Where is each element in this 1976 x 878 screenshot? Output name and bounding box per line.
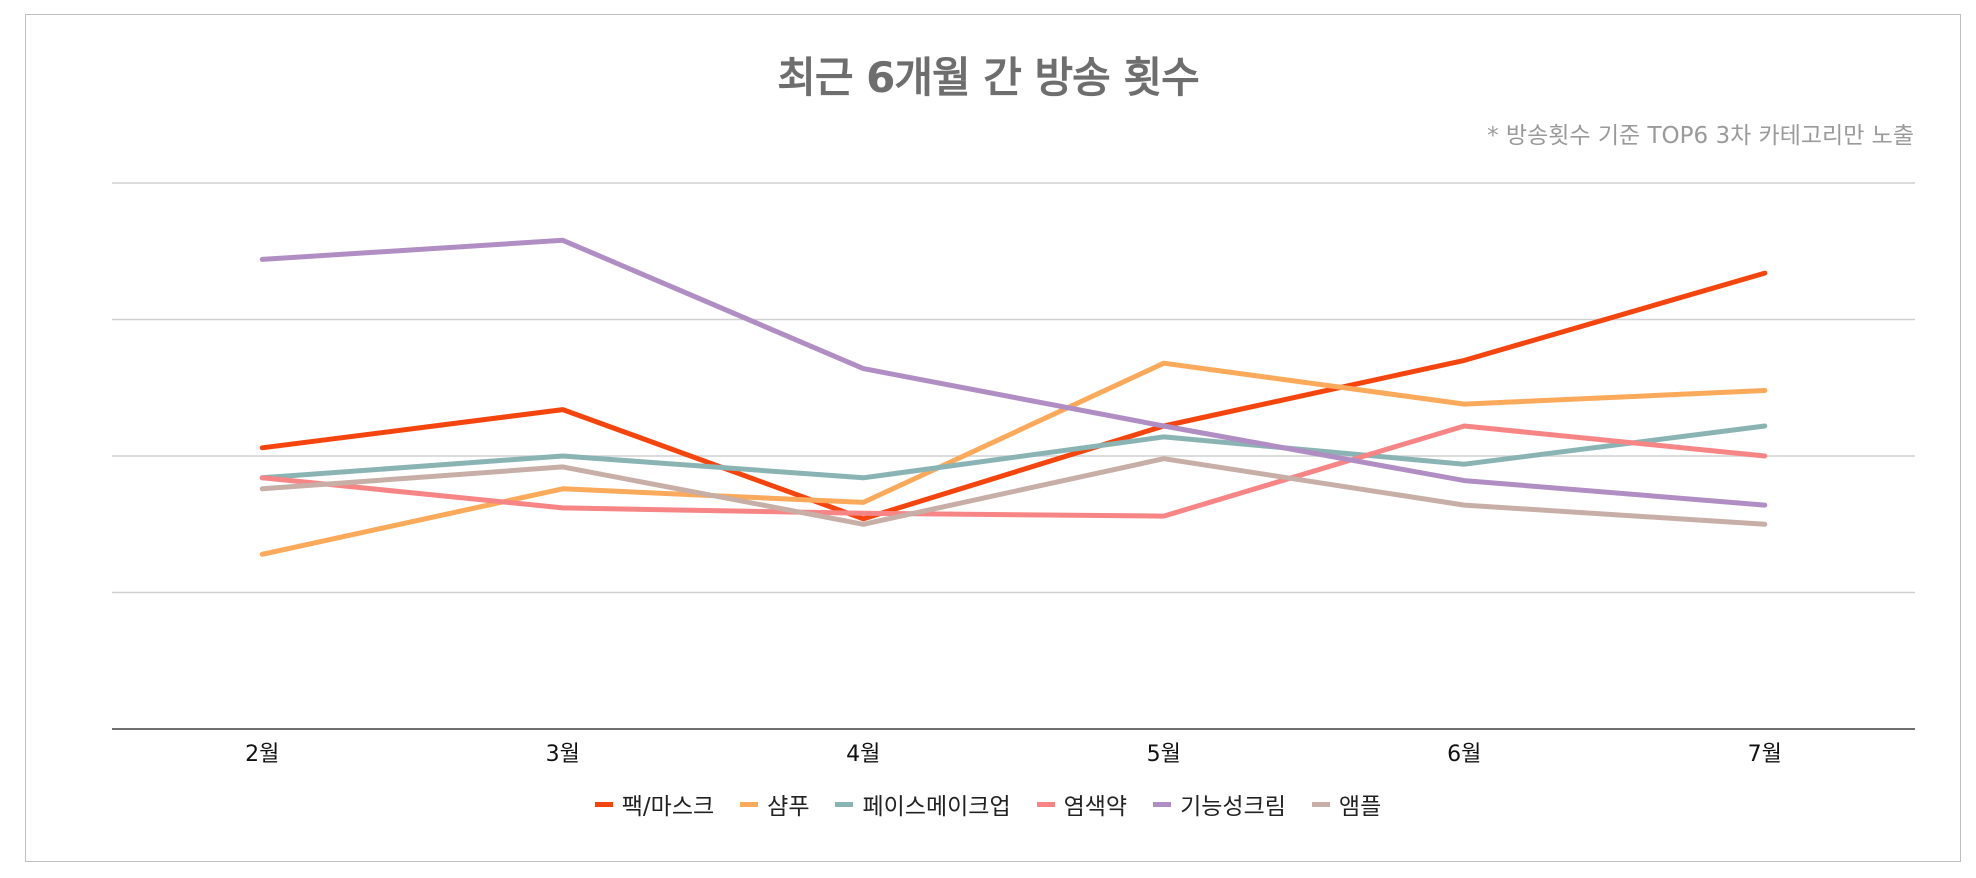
legend-label: 염색약 (1063, 794, 1128, 820)
chart-title: 최근 6개월 간 방송 횟수 (777, 53, 1199, 102)
legend-item: 앰플 (1311, 787, 1382, 821)
legend: 팩/마스크 샴푸 페이스메이크업 염색약 기능성크림 앰플 (0, 787, 1976, 821)
legend-item: 페이스메이크업 (835, 787, 1011, 821)
legend-swatch (594, 801, 613, 807)
legend-label: 페이스메이크업 (862, 794, 1011, 820)
x-tick-label: 4월 (846, 742, 880, 767)
series-line-5 (259, 456, 1768, 527)
x-tick-label: 2월 (245, 742, 279, 767)
x-axis: 2월 3월 4월 5월 6월 7월 (112, 728, 1915, 767)
legend-item: 팩/마스크 (594, 787, 715, 821)
legend-swatch (740, 801, 759, 807)
legend-item: 샴푸 (740, 787, 809, 821)
x-tick-label: 3월 (546, 742, 580, 767)
series-line-0 (259, 270, 1768, 522)
x-tick-label: 7월 (1748, 742, 1782, 767)
series-lines (259, 237, 1768, 557)
legend-item: 염색약 (1036, 787, 1128, 821)
gridlines (112, 182, 1915, 594)
legend-swatch (1153, 801, 1172, 807)
legend-item: 기능성크림 (1153, 787, 1286, 821)
legend-label: 팩/마스크 (621, 794, 715, 820)
legend-label: 기능성크림 (1180, 794, 1286, 820)
chart-note: * 방송횟수 기준 TOP6 3차 카테고리만 노출 (1487, 123, 1914, 149)
series-line-3 (259, 423, 1768, 519)
x-tick-label: 6월 (1447, 742, 1481, 767)
legend-label: 샴푸 (767, 794, 810, 820)
series-line-2 (259, 423, 1768, 481)
x-tick-label: 5월 (1147, 742, 1181, 767)
series-line-1 (259, 360, 1768, 557)
legend-swatch (1036, 801, 1055, 807)
legend-label: 앰플 (1338, 794, 1382, 820)
legend-swatch (1311, 801, 1330, 807)
legend-swatch (835, 801, 854, 807)
series-line-4 (259, 237, 1768, 508)
